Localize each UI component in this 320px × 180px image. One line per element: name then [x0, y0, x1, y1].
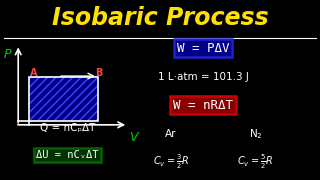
- Text: $C_v=\frac{3}{2}R$: $C_v=\frac{3}{2}R$: [153, 153, 189, 172]
- Text: A: A: [30, 68, 37, 78]
- Text: W = PΔV: W = PΔV: [177, 42, 229, 55]
- Text: P: P: [4, 48, 12, 61]
- Text: N$_2$: N$_2$: [249, 127, 262, 141]
- Text: ΔU = nCᵥΔT: ΔU = nCᵥΔT: [36, 150, 99, 160]
- Text: Isobaric Process: Isobaric Process: [52, 6, 268, 30]
- Text: W = nRΔT: W = nRΔT: [173, 99, 233, 112]
- FancyBboxPatch shape: [29, 78, 98, 121]
- Text: B: B: [95, 68, 102, 78]
- Text: $C_v=\frac{5}{2}R$: $C_v=\frac{5}{2}R$: [237, 153, 274, 172]
- Text: 1 L·atm = 101.3 J: 1 L·atm = 101.3 J: [157, 72, 248, 82]
- Text: V: V: [129, 131, 137, 144]
- Text: Q = nCₚΔT: Q = nCₚΔT: [40, 123, 95, 133]
- Text: Ar: Ar: [165, 129, 177, 139]
